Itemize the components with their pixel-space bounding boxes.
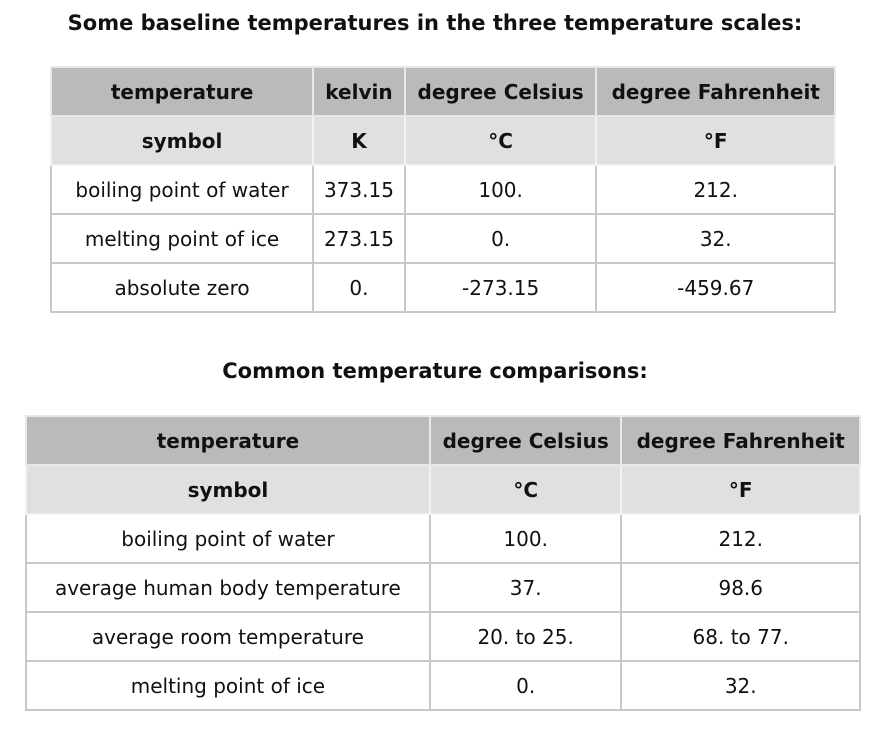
header-cell: temperature: [49, 66, 315, 117]
header-cell: kelvin: [312, 66, 406, 117]
table-row: boiling point of water 373.15 100. 212.: [49, 164, 836, 215]
table-cell: 32.: [595, 213, 836, 264]
header-cell: degree Celsius: [428, 415, 623, 466]
header-cell: degree Celsius: [403, 66, 598, 117]
table-cell: 20. to 25.: [428, 611, 623, 662]
header-cell: degree Fahrenheit: [595, 66, 836, 117]
table-cell: average human body temperature: [25, 562, 431, 613]
table: temperature degree Celsius degree Fahrenhe…: [25, 415, 861, 711]
table-cell: 0.: [403, 213, 598, 264]
table-row: average room temperature 20. to 25. 68. to…: [25, 611, 861, 662]
table-row: average human body temperature 37. 98.6: [25, 562, 861, 613]
table-row: absolute zero 0. -273.15 -459.67: [49, 262, 836, 313]
table-row: melting point of ice 0. 32.: [25, 660, 861, 711]
table-cell: 100.: [403, 164, 598, 215]
table-row: melting point of ice 273.15 0. 32.: [49, 213, 836, 264]
header-row: symbol K °C °F: [49, 115, 836, 166]
table-cell: 0.: [428, 660, 623, 711]
table-cell: 273.15: [312, 213, 406, 264]
table-cell: -459.67: [595, 262, 836, 313]
header-cell: degree Fahrenheit: [620, 415, 861, 466]
table-cell: 32.: [620, 660, 861, 711]
header-cell: K: [312, 115, 406, 166]
header-cell: °C: [428, 464, 623, 515]
table-row: boiling point of water 100. 212.: [25, 513, 861, 564]
header-row: temperature degree Celsius degree Fahrenhe…: [25, 415, 861, 466]
table-cell: melting point of ice: [49, 213, 315, 264]
table-cell: absolute zero: [49, 262, 315, 313]
table-cell: boiling point of water: [49, 164, 315, 215]
table-cell: 68. to 77.: [620, 611, 861, 662]
table-cell: 98.6: [620, 562, 861, 613]
header-cell: °F: [620, 464, 861, 515]
table-cell: 212.: [620, 513, 861, 564]
header-cell: symbol: [25, 464, 431, 515]
header-cell: °F: [595, 115, 836, 166]
table-cell: boiling point of water: [25, 513, 431, 564]
table-cell: average room temperature: [25, 611, 431, 662]
table-cell: 37.: [428, 562, 623, 613]
table-cell: 100.: [428, 513, 623, 564]
table-cell: melting point of ice: [25, 660, 431, 711]
header-cell: temperature: [25, 415, 431, 466]
section-title: Some baseline temperatures in the three …: [67, 11, 803, 35]
table: temperature kelvin degree Celsius degree Fa…: [49, 66, 836, 313]
table-cell: 373.15: [312, 164, 406, 215]
section-title: Common temperature comparisons:: [222, 359, 648, 383]
table-cell: 212.: [595, 164, 836, 215]
header-cell: °C: [403, 115, 598, 166]
table-cell: 0.: [312, 262, 406, 313]
header-cell: symbol: [49, 115, 315, 166]
header-row: temperature kelvin degree Celsius degree Fa…: [49, 66, 836, 117]
table-cell: -273.15: [403, 262, 598, 313]
header-row: symbol °C °F: [25, 464, 861, 515]
